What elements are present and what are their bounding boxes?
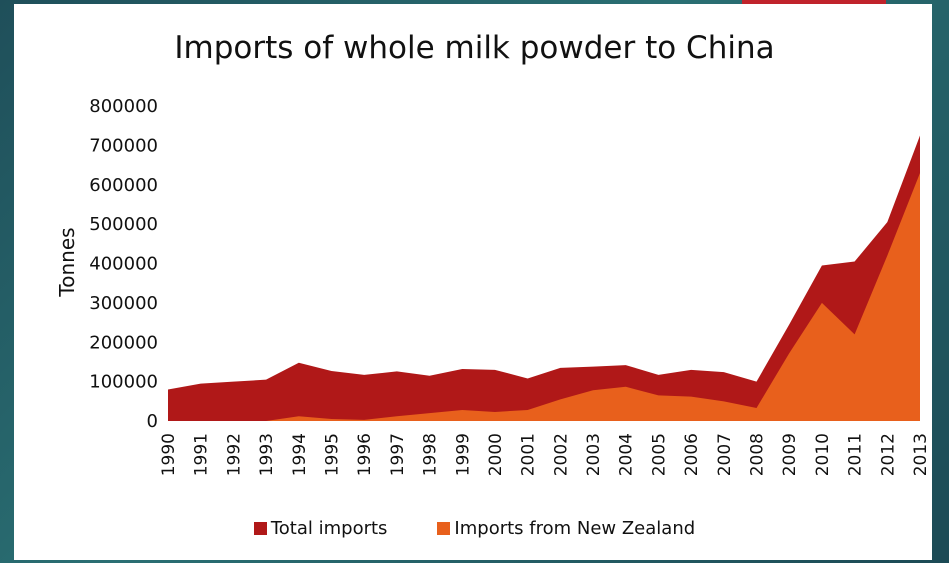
x-tick-label: 2008 [748,433,768,476]
y-tick-label: 800000 [89,96,158,117]
legend-label-nz: Imports from New Zealand [454,518,696,539]
y-tick-label: 200000 [89,332,158,353]
x-tick-label: 1992 [224,433,244,476]
y-tick-label: 700000 [89,135,158,156]
y-tick-label: 100000 [89,372,158,393]
x-tick-label: 1994 [290,433,310,476]
x-tick-label: 1999 [453,433,473,476]
x-tick-label: 1990 [159,433,179,476]
y-tick-label: 300000 [89,293,158,314]
legend-item-nz: Imports from New Zealand [437,518,695,539]
x-tick-label: 2002 [551,433,571,476]
chart-panel [14,4,932,560]
x-tick-label: 2001 [519,433,539,476]
y-tick-label: 600000 [89,175,158,196]
x-tick-label: 2007 [715,433,735,476]
x-tick-label: 2004 [617,433,637,476]
chart-title: Imports of whole milk powder to China [174,30,775,66]
x-tick-label: 2012 [878,433,898,476]
y-axis-ticks: 0 100000 200000 300000 400000 500000 600000 700… [89,96,158,432]
area-imports-new-zealand [168,172,920,421]
legend: Total imports Imports from New Zealand [0,518,949,539]
legend-swatch-total [253,522,267,535]
x-tick-label: 1993 [257,433,277,476]
x-tick-label: 2009 [780,433,800,476]
x-tick-label: 1996 [355,433,375,476]
area-series [168,135,920,421]
x-tick-label: 1991 [192,433,212,476]
y-tick-label: 400000 [89,254,158,275]
x-tick-label: 2006 [682,433,702,476]
x-tick-label: 1998 [421,433,441,476]
x-tick-label: 2003 [584,433,604,476]
x-axis-ticks: 1990 1991 1992 1993 1994 1995 1996 1997 1998 1999… [159,433,931,476]
x-tick-label: 2013 [911,433,931,476]
legend-swatch-nz [437,522,451,535]
x-tick-label: 2005 [649,433,669,476]
x-tick-label: 2011 [846,433,866,476]
y-tick-label: 500000 [89,214,158,235]
y-tick-label: 0 [147,411,158,432]
x-tick-label: 1997 [388,433,408,476]
x-tick-label: 1995 [322,433,342,476]
x-tick-label: 2010 [813,433,833,476]
x-tick-label: 2000 [486,433,506,476]
y-axis-label: Tonnes [55,227,79,297]
legend-label-total: Total imports [270,518,388,539]
area-chart: Tonnes 0 100000 200000 300000 400000 500000 60… [55,96,931,476]
legend-item-total: Total imports [253,518,388,539]
